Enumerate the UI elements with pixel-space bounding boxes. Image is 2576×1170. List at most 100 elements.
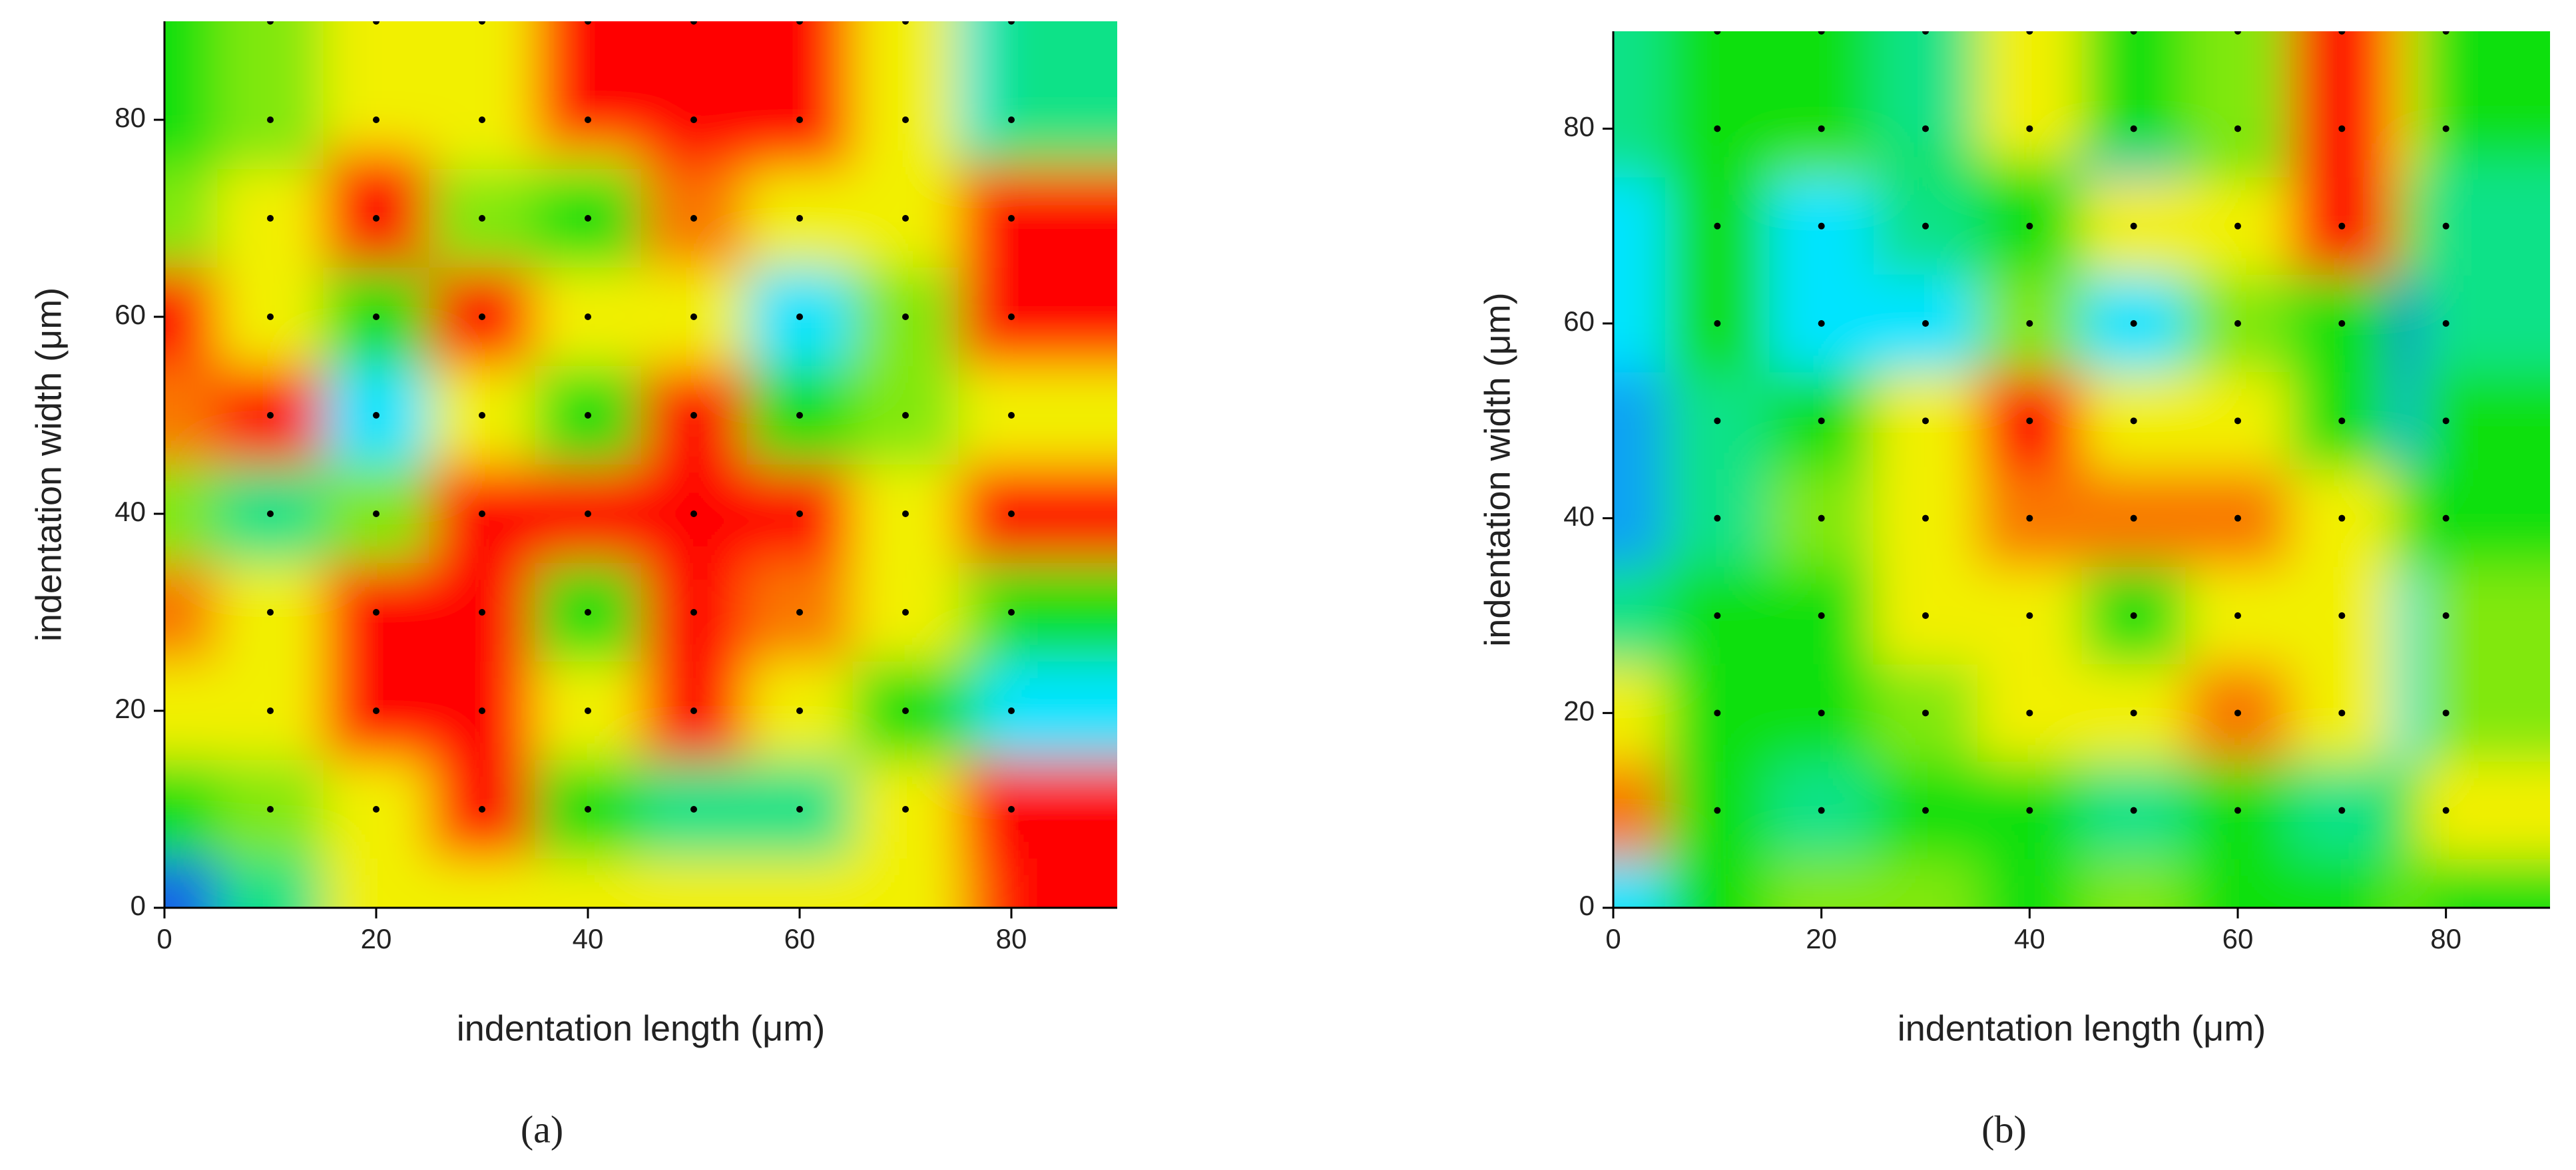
indentation-point <box>1922 222 1929 230</box>
indentation-point <box>2338 514 2346 522</box>
heatmap-area <box>164 21 1117 908</box>
indentation-point <box>1818 320 1825 327</box>
indentation-point <box>479 21 485 25</box>
indentation-point <box>1714 417 1721 425</box>
heat-cell <box>984 169 1117 268</box>
heatmap-cells <box>164 21 1117 908</box>
indentation-point <box>373 313 380 320</box>
indentation-point <box>2442 417 2449 425</box>
indentation-point <box>690 21 697 25</box>
indentation-point <box>2338 222 2346 230</box>
heat-cell <box>984 563 1117 662</box>
indentation-point <box>479 412 485 419</box>
indentation-point <box>2130 31 2137 35</box>
indentation-point <box>2130 807 2137 814</box>
indentation-point <box>1922 320 1929 327</box>
heat-cell <box>2418 372 2550 470</box>
indentation-point <box>2338 31 2346 35</box>
x-tick-label: 0 <box>156 923 172 954</box>
x-tick-label: 40 <box>2014 923 2045 954</box>
heat-cell <box>984 465 1117 563</box>
indentation-point <box>2234 31 2241 35</box>
heat-cell <box>1769 31 1874 160</box>
indentation-point <box>1714 222 1721 230</box>
indentation-point <box>1922 31 1929 35</box>
y-tick-label: 0 <box>130 890 146 921</box>
indentation-point <box>2338 807 2346 814</box>
indentation-point <box>2130 612 2137 619</box>
indentation-point <box>267 21 274 25</box>
indentation-point <box>2338 709 2346 717</box>
indentation-point <box>267 313 274 320</box>
indentation-point <box>902 215 909 222</box>
y-tick-label: 20 <box>115 693 146 724</box>
indentation-point <box>2234 125 2241 132</box>
indentation-point <box>2234 807 2241 814</box>
indentation-point <box>902 707 909 714</box>
indentation-point <box>2234 320 2241 327</box>
indentation-point <box>2442 807 2449 814</box>
indentation-point <box>373 412 380 419</box>
indentation-point <box>796 609 803 616</box>
indentation-point <box>1008 412 1015 419</box>
indentation-point <box>796 510 803 517</box>
indentation-point <box>796 412 803 419</box>
indentation-point <box>902 313 909 320</box>
indentation-point <box>1714 125 1721 132</box>
indentation-point <box>2130 709 2137 717</box>
indentation-point <box>690 806 697 813</box>
heat-cell <box>2418 664 2550 762</box>
heat-cell <box>852 21 959 150</box>
indentation-point <box>2026 320 2033 327</box>
indentation-point <box>2130 320 2137 327</box>
indentation-point <box>1714 320 1721 327</box>
indentation-point <box>690 510 697 517</box>
heat-cell <box>323 21 429 150</box>
indentation-point <box>690 313 697 320</box>
indentation-point <box>2442 612 2449 619</box>
heat-cell <box>1873 31 1978 160</box>
indentation-point <box>2442 222 2449 230</box>
x-tick-label: 60 <box>784 923 816 954</box>
indentation-point <box>1008 609 1015 616</box>
indentation-point <box>267 707 274 714</box>
y-tick-label: 80 <box>115 102 146 133</box>
indentation-point <box>2026 709 2033 717</box>
indentation-point <box>373 806 380 813</box>
indentation-point <box>796 215 803 222</box>
indentation-point <box>1714 807 1721 814</box>
indentation-point <box>2026 31 2033 35</box>
x-tick-label: 20 <box>361 923 392 954</box>
indentation-point <box>1922 807 1929 814</box>
indentation-point <box>1008 313 1015 320</box>
indentation-point <box>2442 31 2449 35</box>
indentation-point <box>585 21 591 25</box>
indentation-point <box>1008 21 1015 25</box>
heatmap-area <box>1613 31 2550 908</box>
indentation-point <box>585 412 591 419</box>
indentation-point <box>1818 709 1825 717</box>
indentation-point <box>1922 612 1929 619</box>
indentation-point <box>690 609 697 616</box>
indentation-point <box>2338 417 2346 425</box>
indentation-point <box>585 215 591 222</box>
panel: 0 20 40 60 80 0 20 40 60 80 indentation length (μm… <box>1477 31 2550 1151</box>
y-axis-label: indentation width (μm) <box>29 288 69 642</box>
indentation-point <box>1714 709 1721 717</box>
indentation-point <box>796 116 803 123</box>
indentation-point <box>479 215 485 222</box>
heat-cell <box>2290 31 2394 160</box>
indentation-point <box>2234 222 2241 230</box>
indentation-point <box>2130 514 2137 522</box>
indentation-point <box>1818 417 1825 425</box>
indentation-point <box>267 806 274 813</box>
indentation-point <box>2338 612 2346 619</box>
indentation-point <box>902 412 909 419</box>
indentation-point <box>1008 116 1015 123</box>
x-tick-label: 40 <box>573 923 604 954</box>
indentation-point <box>902 116 909 123</box>
caption: (a) <box>521 1107 563 1151</box>
heat-cell <box>2418 31 2550 160</box>
indentation-point <box>690 412 697 419</box>
